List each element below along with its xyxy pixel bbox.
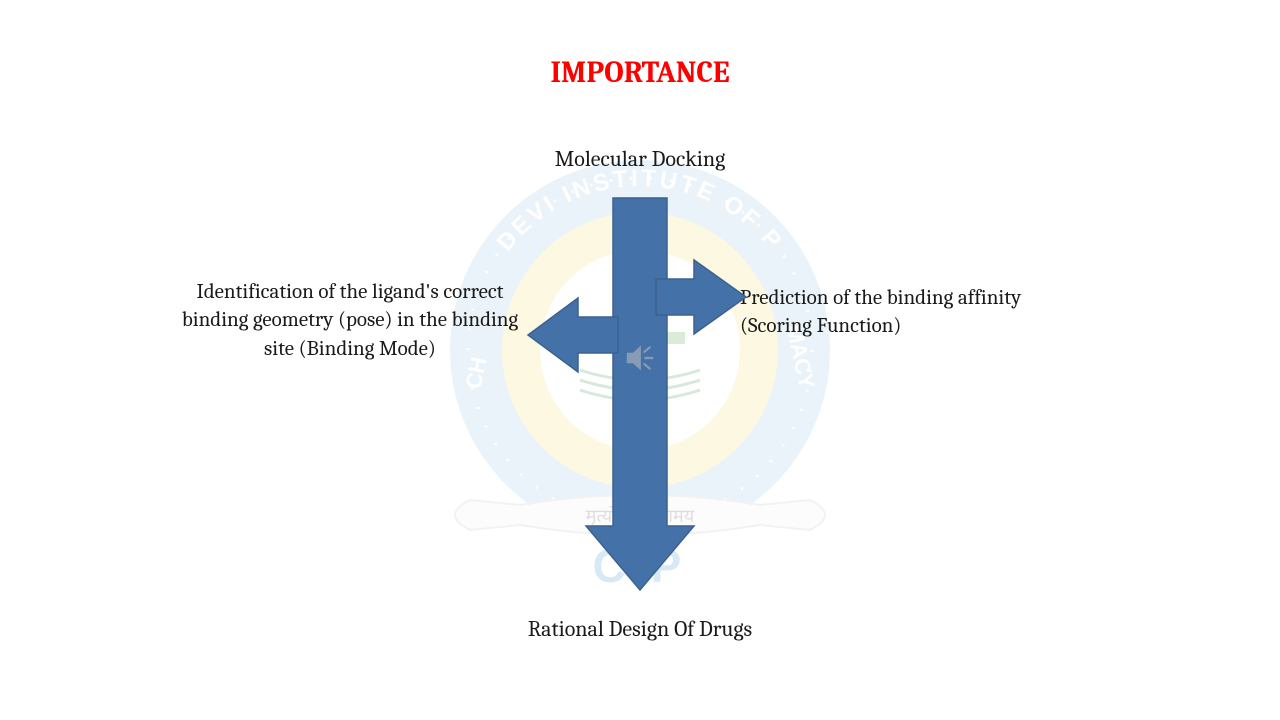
label-right: Prediction of the binding affinity (Scor… — [740, 284, 1060, 341]
arrow-left — [526, 296, 620, 374]
label-top: Molecular Docking — [440, 145, 840, 175]
arrow-down — [583, 196, 697, 594]
page-title: IMPORTANCE — [550, 55, 729, 90]
label-left: Identification of the ligand's correct b… — [180, 278, 520, 363]
label-bottom: Rational Design Of Drugs — [440, 615, 840, 645]
speaker-icon — [618, 336, 662, 380]
arrow-right — [654, 258, 748, 336]
